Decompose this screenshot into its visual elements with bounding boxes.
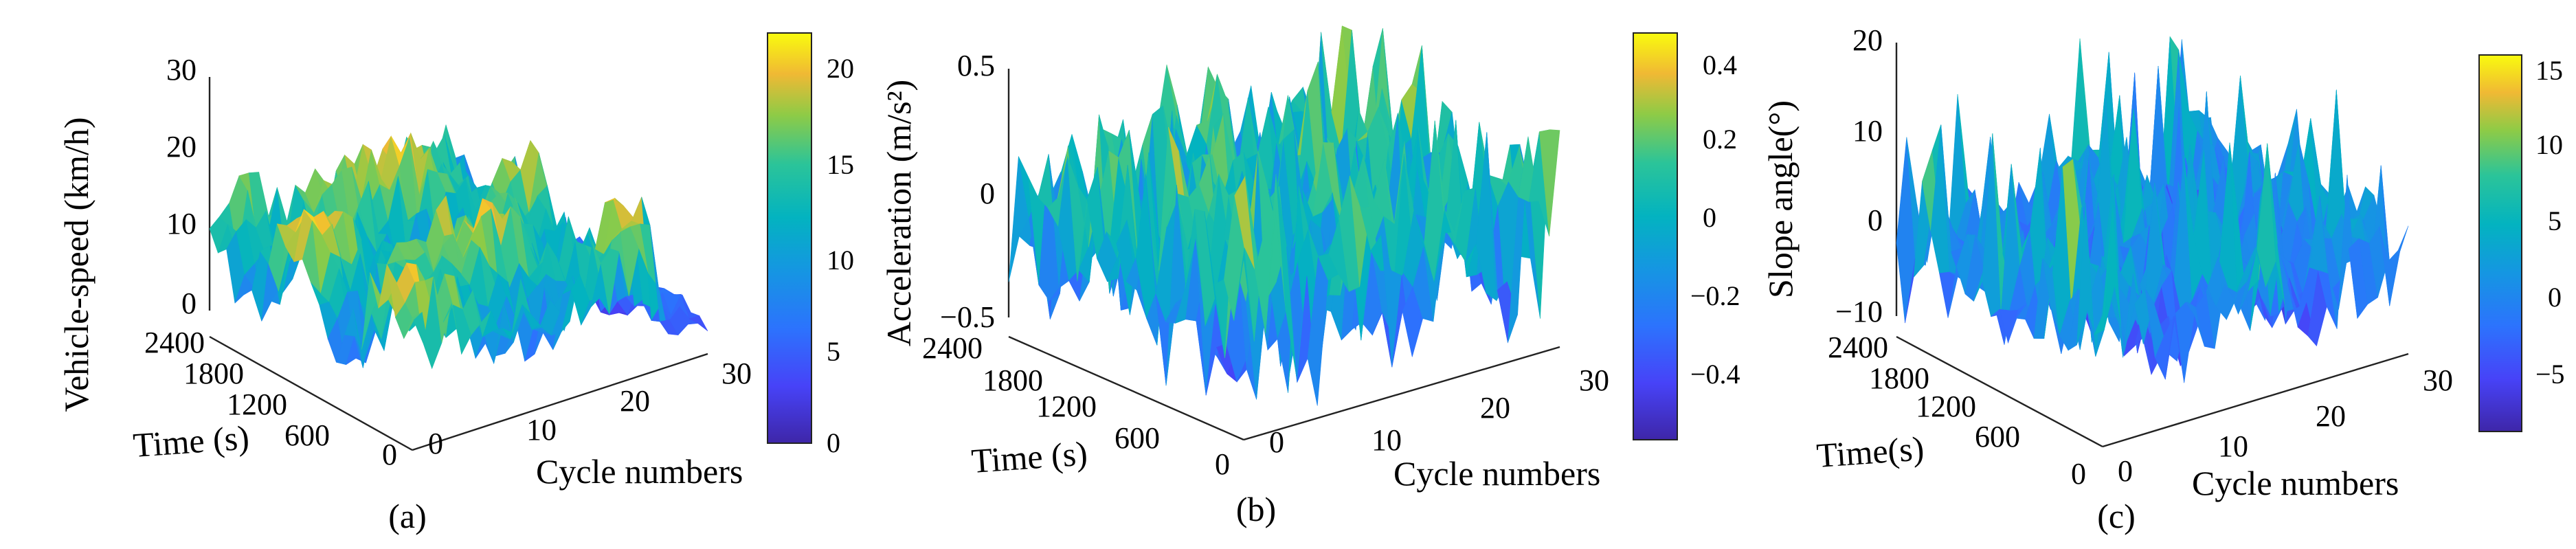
panel-b-colorbar-tick: −0.4 [1690,359,1740,390]
panel-c-y-axis-line [1896,335,2103,448]
panel-b-z-label: Acceleration (m/s²) [880,80,918,346]
panel-c-colorbar-tick: 10 [2535,129,2563,160]
panel-b-y-axis-line [1008,335,1244,441]
panel-c-y-tick: 2400 [1828,330,1888,364]
panel-c-z-tick: −10 [1835,295,1883,328]
panel-a-label: (a) [388,497,427,535]
panel-b-y-tick: 1200 [1036,390,1097,423]
panel-b-y-label: Time (s) [970,434,1089,480]
panel-b-x-axis-line [1243,346,1560,441]
panel-c-x-tick: 10 [2218,429,2248,463]
panel-b-colorbar-tick: −0.2 [1690,280,1740,311]
panel-a-colorbar-tick: 10 [827,245,854,276]
panel-b-colorbar-tick: 0.2 [1703,124,1737,155]
panel-a-y-axis-line [209,335,413,451]
panel-b-colorbar-tick: 0 [1703,202,1716,233]
panel-b-z-tick: 0 [980,177,995,210]
panel-a-z-tick: 20 [166,130,197,164]
panel-c-x-tick: 30 [2423,363,2453,397]
panel-c-colorbar-tick: −5 [2535,359,2565,390]
surface-facet [1896,137,1916,324]
panel-b-x-tick: 0 [1269,425,1284,459]
panel-b-x-tick: 10 [1371,423,1402,457]
panel-b-z-tick: 0.5 [957,49,995,82]
panel-c-colorbar-tick: 15 [2535,55,2563,86]
panel-a-x-tick: 30 [721,357,752,390]
panel-b-y-tick: 0 [1215,447,1230,481]
surface-facet [1539,129,1560,237]
panel-b-z-tick: −0.5 [940,300,995,334]
panel-b-x-tick: 20 [1480,391,1510,425]
panel-c-x-tick: 0 [2118,454,2133,488]
panel-a-z-tick: 30 [166,53,197,87]
panel-a-z-label: Vehicle-speed (km/h) [57,117,96,412]
panel-c-z-tick: 10 [1852,114,1883,148]
panel-b-colorbar-tick: 0.4 [1703,49,1737,80]
panel-c-z-tick: 20 [1852,23,1883,57]
panel-a-y-tick: 600 [284,418,330,452]
panel-a-y-tick: 1200 [227,388,287,421]
panel-a-x-tick: 0 [428,427,443,460]
panel-c-z-tick: 0 [1868,203,1883,237]
panel-a-surface [209,124,708,370]
panel-a: 30 20 10 0 2400 1800 1200 600 0 0 10 20 … [57,32,854,535]
panel-c-x-label: Cycle numbers [2192,464,2399,502]
panel-a-colorbar-tick: 0 [827,427,840,458]
panel-a-z-tick: 0 [181,287,197,320]
panel-a-colorbar-tick: 20 [827,53,854,84]
panel-b-x-tick: 30 [1579,363,1609,397]
panel-b-label: (b) [1236,490,1276,528]
panel-a-x-label: Cycle numbers [536,452,743,491]
panel-a-x-axis-line [412,352,708,451]
panel-c-colorbar-tick: 0 [2548,282,2562,313]
panel-a-x-tick: 10 [526,413,557,447]
panel-a-y-tick: 0 [382,438,397,471]
panel-c-y-tick: 1200 [1916,390,1976,423]
panel-b: 0.5 0 −0.5 2400 1800 1200 600 0 0 10 20 … [880,25,1740,528]
panel-a-colorbar [767,32,812,444]
panel-c-label: (c) [2097,497,2136,535]
panel-a-colorbar-tick: 5 [827,336,840,367]
panel-c-y-tick: 1800 [1869,361,1929,395]
panel-c-surface [1896,36,2409,383]
panel-a-z-tick: 10 [166,207,197,240]
panel-c-y-label: Time(s) [1815,429,1925,475]
panel-a-y-label: Time (s) [132,418,251,464]
surface-facet [2389,225,2409,306]
panel-c: 20 10 0 −10 2400 1800 1200 600 0 0 10 20… [1761,23,2565,535]
panel-a-x-tick: 20 [620,384,650,418]
panel-b-x-label: Cycle numbers [1393,454,1600,493]
panel-c-z-label: Slope angle(°) [1761,100,1800,298]
panel-c-x-axis-line [2102,352,2409,448]
panel-a-colorbar-tick: 15 [827,149,854,180]
panel-c-y-tick: 600 [1975,420,2020,453]
panel-c-colorbar-tick: 5 [2548,205,2562,236]
panel-a-y-tick: 1800 [183,357,244,390]
panel-a-y-tick: 2400 [144,326,205,359]
panel-c-x-tick: 20 [2316,399,2346,433]
panel-b-y-tick: 600 [1115,421,1160,455]
panel-b-y-tick: 2400 [922,331,983,365]
panel-b-y-tick: 1800 [983,363,1043,397]
surface-facet [688,315,708,332]
panel-b-surface [1008,25,1560,406]
panel-c-y-tick: 0 [2071,457,2086,491]
panel-b-colorbar [1633,32,1678,440]
panel-c-colorbar [2478,54,2522,432]
